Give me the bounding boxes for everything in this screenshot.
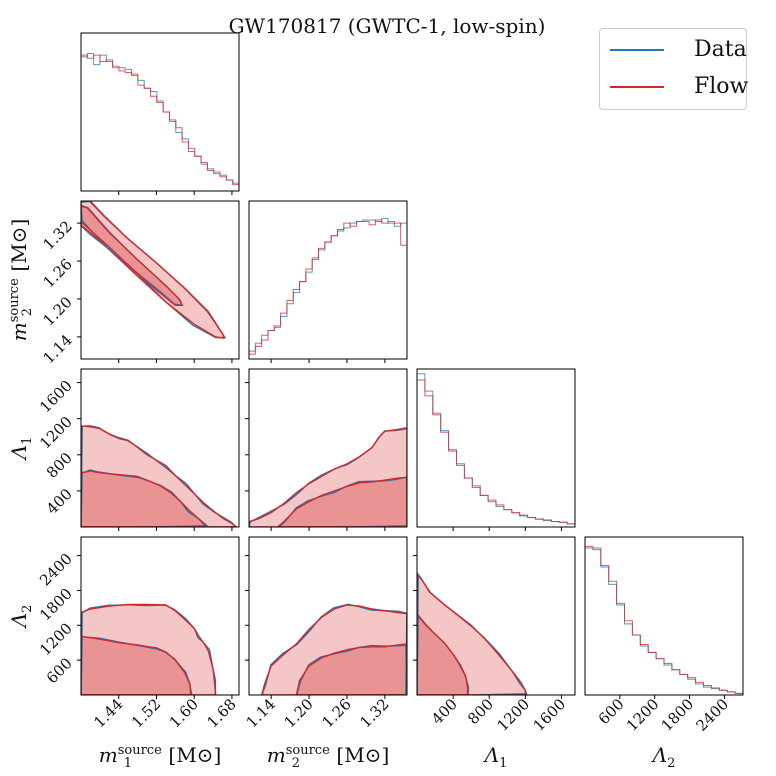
x-tick-label-m2_source: 1.20 bbox=[281, 695, 317, 731]
histogram-flow-m1_source bbox=[81, 54, 239, 186]
y-tick-label-m2_source: 1.14 bbox=[39, 331, 75, 367]
x-axis-label-m1_source: msource 1 [M⊙] bbox=[99, 743, 222, 771]
contour-inner-fill-m2_source-Lambda1 bbox=[277, 477, 407, 527]
panel-frame-2-1 bbox=[248, 368, 408, 528]
contour-inner-flow-m1_source-Lambda2 bbox=[81, 635, 193, 695]
panel-frame-2-0 bbox=[80, 368, 240, 528]
y-axis-label-m2_source: msource2 [M⊙] bbox=[7, 219, 35, 342]
panel-frame-3-0 bbox=[80, 536, 240, 696]
x-tick-label-Lambda1: 400 bbox=[428, 695, 461, 728]
contour-outer-flow-m1_source-Lambda1 bbox=[81, 425, 238, 527]
panel-frame-0-0 bbox=[80, 32, 240, 192]
panel-frames-layer bbox=[80, 32, 744, 696]
contour-outer-flow-m1_source-m2_source bbox=[81, 201, 225, 339]
x-tick-label-m1_source: 1.68 bbox=[203, 695, 239, 731]
x-tick-label-Lambda1: 1600 bbox=[530, 695, 570, 735]
contour-inner-flow-m2_source-Lambda2 bbox=[295, 643, 407, 695]
contour-inner-flow-Lambda1-Lambda2 bbox=[417, 613, 469, 695]
y-tick-label-m2_source: 1.26 bbox=[39, 255, 75, 291]
y-axis-label-Lambda2: Λ2 bbox=[7, 605, 35, 630]
legend-label-flow: Flow bbox=[694, 74, 749, 99]
panel-frame-3-3 bbox=[584, 536, 744, 696]
histogram-data-m1_source bbox=[81, 53, 239, 184]
panel-frame-3-1 bbox=[248, 536, 408, 696]
histogram-flow-Lambda2 bbox=[585, 545, 743, 694]
histogram-flow-m2_source bbox=[249, 219, 407, 355]
y-tick-label-Lambda1: 1200 bbox=[36, 413, 76, 453]
x-tick-label-Lambda2: 1200 bbox=[623, 695, 663, 735]
x-tick-label-m2_source: 1.14 bbox=[243, 695, 279, 731]
contour-outer-fill-m1_source-m2_source bbox=[81, 201, 224, 339]
panel-frame-1-0 bbox=[80, 200, 240, 360]
x-tick-label-Lambda1: 800 bbox=[464, 695, 497, 728]
contour-inner-fill-Lambda1-Lambda2 bbox=[417, 614, 468, 695]
y-tick-label-Lambda2: 1200 bbox=[36, 619, 76, 659]
legend-line-data bbox=[610, 49, 664, 51]
legend-item-data: Data bbox=[610, 35, 747, 65]
y-tick-label-Lambda1: 400 bbox=[43, 485, 76, 518]
contour-outer-flow-m1_source-Lambda2 bbox=[81, 603, 217, 695]
x-tick-label-Lambda1: 1200 bbox=[493, 695, 533, 735]
contour-fills-layer bbox=[81, 201, 526, 695]
legend: Data Flow bbox=[599, 28, 748, 110]
contour-inner-fill-m2_source-Lambda2 bbox=[296, 643, 407, 695]
x-tick-label-m2_source: 1.26 bbox=[318, 695, 354, 731]
contour-inner-flow-m1_source-Lambda1 bbox=[81, 470, 207, 527]
y-tick-label-m2_source: 1.32 bbox=[39, 217, 75, 253]
panel-frame-2-2 bbox=[416, 368, 576, 528]
contour-inner-fill-m1_source-m2_source bbox=[81, 205, 183, 306]
y-tick-label-m2_source: 1.20 bbox=[39, 293, 75, 329]
contour-outer-flow-m2_source-Lambda2 bbox=[260, 604, 407, 695]
y-tick-label-Lambda1: 1600 bbox=[36, 377, 76, 417]
x-tick-label-m1_source: 1.44 bbox=[90, 695, 126, 731]
x-axis-label-Lambda1: Λ1 bbox=[483, 743, 508, 771]
x-tick-label-Lambda2: 2400 bbox=[693, 695, 733, 735]
x-tick-label-m1_source: 1.52 bbox=[128, 695, 164, 731]
legend-item-flow: Flow bbox=[610, 72, 748, 102]
chart-title: GW170817 (GWTC-1, low-spin) bbox=[229, 14, 546, 38]
contour-inner-flow-m1_source-m2_source bbox=[81, 204, 184, 306]
ticks-layer bbox=[77, 191, 725, 699]
contour-outer-flow-m2_source-Lambda1 bbox=[249, 426, 407, 527]
x-axis-label-Lambda2: Λ2 bbox=[651, 743, 676, 771]
y-tick-label-Lambda2: 2400 bbox=[36, 550, 76, 590]
x-tick-label-m2_source: 1.32 bbox=[356, 695, 392, 731]
x-tick-label-Lambda2: 1800 bbox=[658, 695, 698, 735]
contour-inner-fill-m1_source-Lambda1 bbox=[81, 471, 206, 527]
contour-inner-fill-m1_source-Lambda2 bbox=[81, 636, 192, 695]
legend-label-data: Data bbox=[694, 37, 747, 62]
x-axis-label-m2_source: msource 2 [M⊙] bbox=[267, 743, 390, 771]
y-tick-label-Lambda2: 1800 bbox=[36, 585, 76, 625]
y-axis-label-Lambda1: Λ1 bbox=[7, 437, 35, 462]
x-tick-label-m1_source: 1.60 bbox=[166, 695, 202, 731]
histogram-flow-Lambda1 bbox=[417, 379, 575, 525]
legend-line-flow bbox=[610, 86, 664, 88]
contour-inner-flow-m2_source-Lambda1 bbox=[276, 476, 407, 527]
panel-frame-1-1 bbox=[248, 200, 408, 360]
panel-frame-3-2 bbox=[416, 536, 576, 696]
histogram-data-m2_source bbox=[249, 217, 407, 352]
y-tick-label-Lambda1: 800 bbox=[43, 449, 76, 482]
contour-outer-data-m2_source-Lambda2 bbox=[261, 603, 407, 695]
contour-outer-flow-Lambda1-Lambda2 bbox=[417, 573, 526, 695]
plot-lines-layer bbox=[81, 53, 743, 695]
